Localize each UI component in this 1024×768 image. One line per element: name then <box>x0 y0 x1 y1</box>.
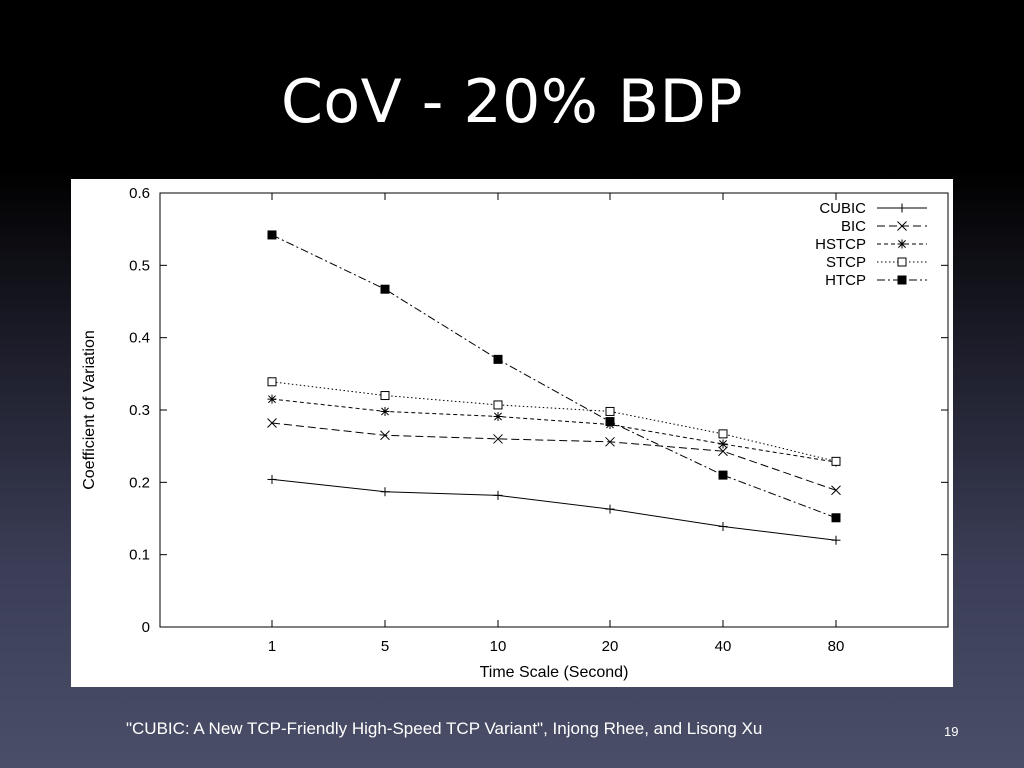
legend-item-htcp: HTCP <box>825 272 927 289</box>
y-tick-label: 0.4 <box>129 330 150 347</box>
series-bic <box>267 418 841 496</box>
series-htcp <box>267 230 841 523</box>
x-tick-label: 5 <box>381 638 389 655</box>
series-stcp <box>267 377 841 466</box>
y-tick-label: 0 <box>142 619 150 636</box>
data-point <box>380 406 390 416</box>
y-tick-label: 0.1 <box>129 547 150 564</box>
data-point <box>605 406 615 416</box>
data-point <box>493 354 503 364</box>
legend-label: CUBIC <box>819 200 866 217</box>
x-tick-label: 40 <box>715 638 732 655</box>
series-layer <box>267 230 841 545</box>
y-tick-label: 0.5 <box>129 257 150 274</box>
data-point <box>831 485 841 496</box>
data-point <box>831 456 841 466</box>
data-point <box>380 391 390 401</box>
series-line <box>271 478 837 541</box>
legend-label: HSTCP <box>815 236 866 253</box>
data-point <box>831 513 841 523</box>
page-number: 19 <box>944 724 959 739</box>
data-point <box>493 412 503 422</box>
y-tick-label: 0.6 <box>129 185 150 202</box>
legend-item-stcp: STCP <box>826 254 927 271</box>
data-point <box>267 474 277 484</box>
data-point <box>267 377 277 387</box>
legend-label: HTCP <box>825 272 866 289</box>
data-point <box>718 429 728 439</box>
data-point <box>718 521 728 531</box>
y-axis-label: Coefficient of Variation <box>81 330 98 490</box>
data-point <box>493 490 503 500</box>
chart-panel: 0 0.1 0.2 0.3 0.4 0.5 0.6 1 5 10 20 40 80 CUBIC BIC HS… <box>71 179 953 687</box>
data-point <box>605 504 615 514</box>
data-point <box>267 418 277 428</box>
data-point <box>897 221 907 231</box>
data-point <box>897 239 907 249</box>
data-point <box>605 436 615 447</box>
data-point <box>493 400 503 410</box>
data-point <box>718 446 728 457</box>
data-point <box>267 230 277 240</box>
y-tick-label: 0.3 <box>129 402 150 419</box>
data-point <box>380 430 390 441</box>
data-point <box>380 284 390 294</box>
data-point <box>718 439 728 449</box>
y-tick-label: 0.2 <box>129 474 150 491</box>
legend-label: STCP <box>826 254 866 271</box>
line-chart: 0 0.1 0.2 0.3 0.4 0.5 0.6 1 5 10 20 40 80 CUBICBICHS… <box>81 185 949 681</box>
data-point <box>897 257 907 267</box>
data-point <box>831 535 841 545</box>
legend-item-cubic: CUBIC <box>819 200 927 217</box>
axis-ticks: 0 0.1 0.2 0.3 0.4 0.5 0.6 1 5 10 20 40 80 <box>129 185 948 655</box>
data-point <box>605 417 615 427</box>
series-line <box>271 422 837 491</box>
series-line <box>271 398 837 463</box>
data-point <box>897 203 907 213</box>
data-point <box>897 275 907 285</box>
data-point <box>718 470 728 480</box>
series-cubic <box>267 474 841 545</box>
data-point <box>267 394 277 404</box>
legend-item-bic: BIC <box>841 218 927 235</box>
x-axis-label: Time Scale (Second) <box>480 664 629 681</box>
legend-label: BIC <box>841 218 866 235</box>
x-tick-label: 10 <box>490 638 507 655</box>
slide-title: CoV - 20% BDP <box>281 67 743 137</box>
series-line <box>271 234 837 519</box>
citation-caption: "CUBIC: A New TCP-Friendly High-Speed TC… <box>126 719 763 738</box>
x-tick-label: 20 <box>602 638 619 655</box>
series-hstcp <box>267 394 841 467</box>
legend-item-hstcp: HSTCP <box>815 236 927 253</box>
data-point <box>380 487 390 497</box>
data-point <box>493 434 503 444</box>
x-tick-label: 80 <box>828 638 845 655</box>
x-tick-label: 1 <box>268 638 276 655</box>
series-line <box>271 381 837 462</box>
